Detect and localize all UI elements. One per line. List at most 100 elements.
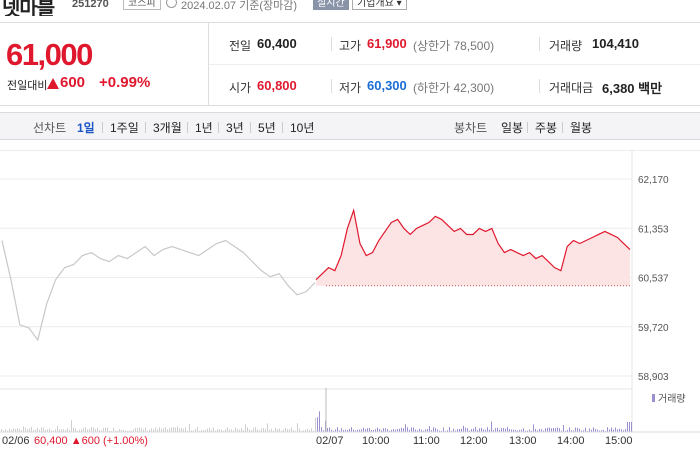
volume-bar	[57, 425, 58, 432]
volume-bar	[27, 429, 28, 432]
divider	[562, 122, 563, 133]
volume-bar	[343, 430, 344, 432]
volume-bar	[5, 429, 6, 432]
volume-bar	[461, 428, 462, 432]
volume-bar	[227, 427, 228, 432]
volume-bar	[309, 430, 310, 432]
volume-bar	[53, 430, 54, 432]
volume-bar	[83, 428, 84, 432]
quote-info-grid: 전일 60,400 고가 61,900 (상한가 78,500) 거래량 104…	[208, 22, 700, 106]
volume-bar	[137, 428, 138, 432]
y-axis-ticks: 62,170 61,353 60,537 59,720 58,903	[638, 175, 669, 383]
volume-bar	[435, 428, 436, 432]
volume-bar	[7, 430, 8, 432]
volume-bar	[179, 428, 180, 432]
volume-bar	[567, 429, 568, 432]
period-10y-button[interactable]: 10년	[290, 121, 315, 135]
volume-bar	[215, 430, 216, 432]
period-5y-button[interactable]: 5년	[258, 121, 276, 135]
volume-bar	[37, 427, 38, 432]
volume-bar	[97, 427, 98, 432]
volume-bar	[593, 427, 594, 432]
period-3y-button[interactable]: 3년	[226, 121, 244, 135]
candle-weekly-button[interactable]: 주봉	[535, 121, 558, 135]
period-1d-button[interactable]: 1일	[77, 121, 95, 135]
volume-bar	[305, 429, 306, 432]
volume-bar	[285, 427, 286, 432]
volume-bar	[559, 428, 560, 432]
volume-bar	[19, 428, 20, 432]
volume-bar	[529, 429, 530, 432]
volume-legend-swatch	[652, 394, 655, 402]
volume-bar	[43, 427, 44, 432]
volume-bar	[571, 430, 572, 432]
high-value: 61,900	[367, 36, 407, 51]
volume-bar	[81, 429, 82, 432]
volume-bar	[479, 428, 480, 432]
volume-bar	[75, 428, 76, 432]
candle-daily-button[interactable]: 일봉	[501, 121, 524, 135]
volume-bar	[377, 427, 378, 432]
volume-bar	[587, 430, 588, 432]
volume-bar	[121, 429, 122, 432]
prev-close-value: 60,400	[257, 36, 297, 51]
volume-bar	[611, 427, 612, 432]
period-1w-button[interactable]: 1주일	[110, 121, 139, 135]
volume-bar	[413, 427, 414, 432]
divider	[145, 122, 146, 133]
volume-bar	[207, 428, 208, 432]
volume-bar	[627, 422, 628, 432]
volume-bar	[209, 427, 210, 432]
volume-bar	[177, 426, 178, 432]
volume-label: 거래량	[549, 39, 583, 53]
y-tick-label: 59,720	[638, 323, 669, 334]
volume-bar	[67, 428, 68, 432]
volume-bar	[255, 427, 256, 432]
prev-day-summary: 60,400 ▲600 (+1.00%)	[34, 435, 148, 447]
volume-bar	[299, 428, 300, 432]
volume-bar	[629, 422, 630, 432]
realtime-button[interactable]: 실시간	[313, 0, 349, 10]
divider	[539, 37, 540, 51]
volume-bar	[127, 430, 128, 432]
volume-bar	[539, 428, 540, 432]
volume-bar	[159, 427, 160, 432]
volume-bar	[101, 430, 102, 432]
volume-bar	[201, 430, 202, 432]
amount-value: 6,380 백만	[602, 81, 663, 96]
volume-bar	[607, 427, 608, 432]
volume-bar	[205, 429, 206, 432]
volume-bar	[189, 423, 190, 432]
volume-bar	[265, 428, 266, 432]
up-triangle-icon	[47, 78, 59, 89]
volume-bar	[547, 427, 548, 432]
volume-bar	[523, 428, 524, 432]
volume-bar	[599, 430, 600, 432]
volume-bar	[475, 427, 476, 432]
volume-bar	[173, 427, 174, 432]
volume-bar	[449, 427, 450, 432]
period-1y-button[interactable]: 1년	[195, 121, 213, 135]
volume-bar	[219, 429, 220, 432]
stock-code: 251270	[72, 0, 109, 10]
volume-bar	[481, 427, 482, 432]
volume-bar	[1, 429, 2, 432]
volume-bar	[517, 430, 518, 432]
volume-bar	[521, 429, 522, 432]
period-3m-button[interactable]: 3개월	[153, 121, 182, 135]
volume-bar	[411, 427, 412, 432]
volume-bar	[551, 428, 552, 432]
volume-bar	[79, 429, 80, 432]
divider	[250, 122, 251, 133]
volume-bar	[433, 427, 434, 432]
candle-monthly-button[interactable]: 월봉	[570, 121, 593, 135]
company-overview-button[interactable]: 기업개요 ▾	[352, 0, 407, 10]
volume-bar	[439, 430, 440, 432]
volume-bar	[25, 427, 26, 432]
volume-bar	[269, 429, 270, 432]
divider	[527, 122, 528, 133]
low-label: 저가	[339, 81, 362, 95]
volume-bar	[389, 430, 390, 432]
x-time-label: 14:00	[557, 435, 585, 447]
intraday-price-chart[interactable]: 62,170 61,353 60,537 59,720 58,903 거래량 02/06…	[0, 150, 700, 450]
